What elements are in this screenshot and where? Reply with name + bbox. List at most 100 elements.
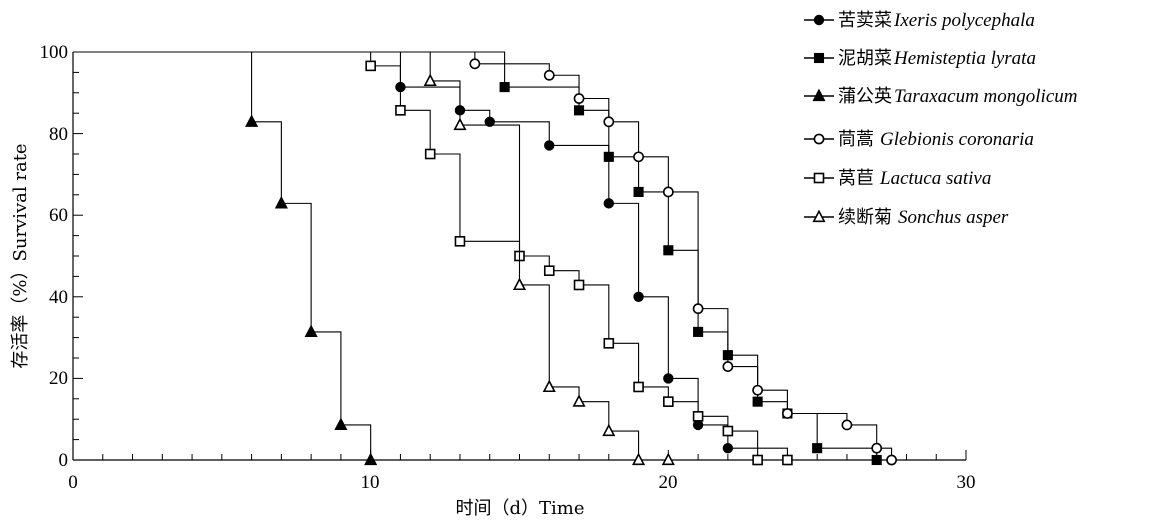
data-point <box>544 140 555 151</box>
data-point <box>693 326 704 337</box>
data-point <box>752 384 764 396</box>
data-point <box>752 454 763 466</box>
x-tick-label-30: 30 <box>957 472 976 493</box>
data-point <box>454 236 466 247</box>
data-point <box>782 408 793 419</box>
data-point <box>424 148 436 160</box>
data-point <box>423 73 437 87</box>
x-tick-label-10: 10 <box>361 472 380 493</box>
legend-cn-glebionis: 茼蒿 <box>838 129 874 150</box>
x-tick-label-0: 0 <box>68 472 78 493</box>
legend-latin-ixeris: Ixeris polycephala <box>893 10 1035 31</box>
data-point <box>603 151 614 162</box>
data-point <box>395 105 406 116</box>
data-point <box>573 279 585 291</box>
y-tick-label-20: 20 <box>49 368 68 389</box>
data-point <box>841 419 853 431</box>
data-point <box>752 396 763 407</box>
data-point <box>334 417 348 430</box>
legend-marker-3 <box>813 133 825 145</box>
data-point <box>632 452 646 466</box>
data-point <box>663 396 674 407</box>
data-point <box>812 443 823 454</box>
legend-marker-1 <box>813 52 825 64</box>
data-point <box>512 277 527 291</box>
data-point <box>573 93 585 104</box>
series-4 <box>73 51 793 466</box>
legend-latin-glebionis: Glebionis coronaria <box>880 129 1034 150</box>
legend-marker-5 <box>812 209 826 223</box>
series-2 <box>73 51 378 466</box>
y-axis-title: 存活率（%）Survival rate <box>10 143 31 368</box>
data-point <box>542 379 556 393</box>
legend-cn-ixeris: 苦荬菜 <box>838 10 892 31</box>
data-point <box>603 116 615 128</box>
series-line-5 <box>73 51 669 461</box>
data-point <box>364 452 378 466</box>
data-point <box>722 425 734 437</box>
legend-cn-taraxacum: 蒲公英 <box>838 86 892 107</box>
series-0 <box>73 51 793 466</box>
data-point <box>692 411 704 422</box>
data-point <box>602 423 616 437</box>
data-point <box>692 303 704 315</box>
x-tick-label-20: 20 <box>659 472 678 493</box>
data-point <box>661 452 675 466</box>
y-tick-label-100: 100 <box>40 42 69 63</box>
legend-entry-lactuca: 莴苣 Lactuca sativa <box>838 168 991 189</box>
data-point <box>543 69 555 81</box>
data-point <box>499 82 510 93</box>
data-point <box>573 105 585 116</box>
data-point <box>782 454 793 466</box>
data-point <box>603 338 615 349</box>
y-tick-label-0: 0 <box>59 450 69 471</box>
data-point <box>663 373 674 384</box>
data-point <box>453 117 467 131</box>
data-point <box>245 114 259 127</box>
data-point <box>469 58 481 70</box>
x-axis-title: 时间（d）Time <box>455 498 584 519</box>
data-point <box>871 442 883 454</box>
series-5 <box>73 51 675 466</box>
data-point <box>692 419 704 431</box>
legend-latin-sonchus: Sonchus asper <box>898 207 1009 228</box>
legend-latin-lactuca: Lactuca sativa <box>879 168 991 189</box>
legend-entry-hemisteptia: 泥胡菜 Hemisteptia lyrata <box>838 48 1036 69</box>
data-point <box>603 198 614 209</box>
legend-cn-lactuca: 莴苣 <box>838 168 874 189</box>
data-point <box>274 195 288 209</box>
series-layer <box>73 51 897 466</box>
legend-cn-hemisteptia: 泥胡菜 <box>838 48 892 69</box>
data-point <box>365 60 376 72</box>
data-point <box>304 324 318 337</box>
legend: 苦荬菜 Ixeris polycephala 泥胡菜 Hemisteptia lyr… <box>804 10 1078 228</box>
data-point <box>886 454 897 466</box>
data-point <box>633 186 644 197</box>
y-tick-label-60: 60 <box>49 205 68 226</box>
data-point <box>543 265 555 276</box>
series-3 <box>73 51 897 466</box>
legend-latin-hemisteptia: Hemisteptia lyrata <box>893 48 1036 69</box>
legend-entry-taraxacum: 蒲公英 Taraxacum mongolicum <box>838 86 1078 107</box>
legend-entry-ixeris: 苦荬菜 Ixeris polycephala <box>838 10 1035 31</box>
y-tick-label-80: 80 <box>49 124 68 145</box>
data-point <box>871 454 882 466</box>
legend-marker-4 <box>813 172 825 184</box>
data-point <box>633 291 644 302</box>
legend-cn-sonchus: 续断菊 <box>838 207 892 228</box>
series-line-3 <box>73 51 893 460</box>
data-point <box>722 361 734 372</box>
data-point <box>662 186 674 198</box>
legend-marker-0 <box>813 14 825 26</box>
data-point <box>484 116 495 127</box>
legend-marker-2 <box>812 88 826 102</box>
y-tick-label-40: 40 <box>49 287 68 308</box>
data-point <box>722 442 734 454</box>
series-line-2 <box>73 51 372 460</box>
legend-entry-glebionis: 茼蒿 Glebionis coronaria <box>838 129 1034 150</box>
data-point <box>633 151 644 163</box>
series-1 <box>73 51 882 466</box>
data-point <box>663 245 674 256</box>
data-point <box>633 381 644 393</box>
